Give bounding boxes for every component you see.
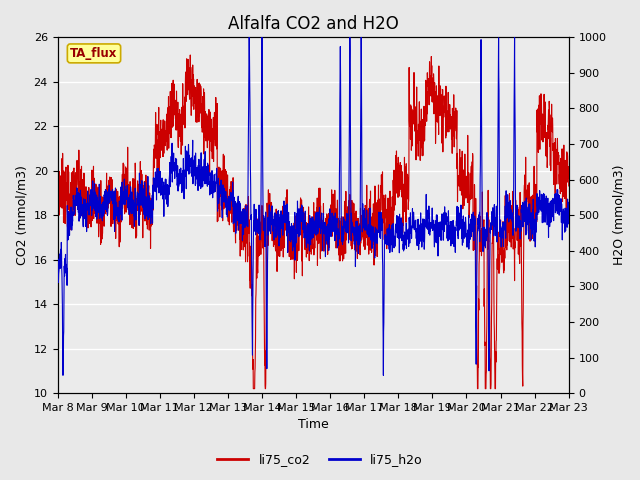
X-axis label: Time: Time <box>298 419 328 432</box>
Text: TA_flux: TA_flux <box>70 47 118 60</box>
Legend: li75_co2, li75_h2o: li75_co2, li75_h2o <box>212 448 428 471</box>
Title: Alfalfa CO2 and H2O: Alfalfa CO2 and H2O <box>228 15 399 33</box>
Y-axis label: H2O (mmol/m3): H2O (mmol/m3) <box>612 165 625 265</box>
Y-axis label: CO2 (mmol/m3): CO2 (mmol/m3) <box>15 165 28 265</box>
